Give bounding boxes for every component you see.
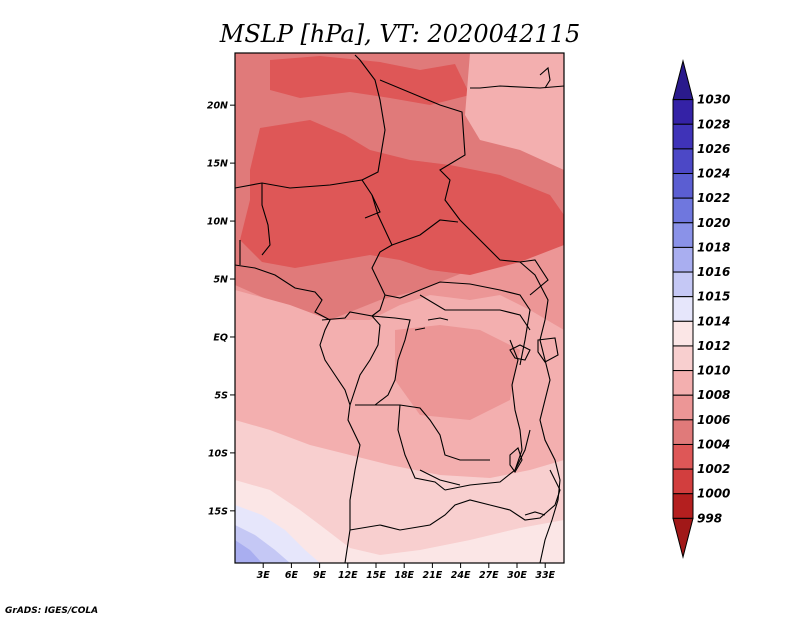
lon-tick-label: 27E [479, 570, 499, 581]
lon-tick-label: 24E [451, 570, 471, 581]
lat-tick-label: 5N [213, 275, 228, 286]
footer-credit: GrADS: IGES/COLA [5, 606, 98, 616]
lat-tick-label: 15N [207, 159, 228, 170]
pressure-band-1004-north [270, 56, 470, 105]
lon-tick-label: 6E [285, 570, 299, 581]
colorbar-label: 998 [697, 511, 722, 525]
pressure-field [235, 53, 564, 563]
lon-tick-label: 21E [423, 570, 443, 581]
lon-tick-label: 18E [394, 570, 414, 581]
colorbar-swatch [672, 468, 694, 495]
lat-tick-label: EQ [213, 332, 228, 343]
colorbar-swatch [672, 271, 694, 298]
colorbar-swatch [672, 99, 694, 125]
country-borders [235, 54, 564, 563]
latitude-axis: 20N 15N 10N 5N EQ 5S 10S 15S [207, 101, 235, 517]
colorbar-swatch [672, 123, 694, 150]
colorbar-swatch [672, 148, 694, 175]
colorbar-label: 1006 [697, 413, 730, 427]
colorbar-label: 1004 [697, 437, 730, 451]
colorbar-top-arrow [672, 59, 694, 101]
lon-tick-label: 33E [535, 570, 555, 581]
colorbar-label: 1002 [697, 462, 730, 476]
colorbar-label: 1028 [697, 117, 730, 131]
pressure-band-1014 [235, 480, 564, 563]
colorbar-label: 1010 [697, 364, 730, 378]
lat-tick-label: 10N [207, 217, 228, 228]
colorbar-swatch [672, 320, 694, 347]
colorbar-swatch [672, 370, 694, 396]
lon-tick-label: 15E [366, 570, 386, 581]
colorbar-swatch [672, 296, 694, 322]
colorbar-swatch [672, 197, 694, 224]
colorbar-label: 1012 [697, 339, 730, 353]
pressure-band-1004 [240, 120, 564, 275]
longitude-axis: 3E 6E 9E 12E 15E 18E 21E 24E 27E 30E 33E [257, 563, 556, 581]
lat-tick-label: 15S [208, 506, 228, 517]
lon-tick-label: 3E [257, 570, 271, 581]
pressure-band-1010-ne [465, 53, 564, 170]
colorbar-swatch [672, 222, 694, 248]
lat-tick-label: 10S [208, 448, 228, 459]
colorbar-label: 1030 [697, 93, 730, 107]
colorbar-swatch [672, 394, 694, 421]
colorbar-label: 1022 [697, 191, 730, 205]
lat-tick-label: 20N [207, 101, 228, 112]
colorbar-label: 1008 [697, 388, 730, 402]
colorbar-label: 1024 [697, 167, 730, 181]
colorbar-swatch [672, 443, 694, 470]
colorbar-label: 1018 [697, 240, 730, 254]
colorbar-swatch [672, 345, 694, 372]
pressure-band-1008-congo [395, 325, 520, 420]
colorbar-bottom-arrow [672, 517, 694, 559]
colorbar-swatch [672, 173, 694, 199]
colorbar-label: 1014 [697, 314, 730, 328]
colorbar-swatch [672, 419, 694, 445]
colorbar-label: 1026 [697, 142, 730, 156]
map-title: MSLP [hPa], VT: 2020042115 [219, 20, 580, 48]
colorbar: 1030 1028 1026 1024 1022 1020 1018 1016 1015 1014… [672, 59, 730, 559]
colorbar-label: 1000 [697, 487, 730, 501]
colorbar-label: 1016 [697, 265, 730, 279]
colorbar-label: 1015 [697, 290, 730, 304]
colorbar-label: 1020 [697, 216, 730, 230]
lon-tick-label: 9E [313, 570, 327, 581]
lon-tick-label: 12E [338, 570, 358, 581]
pressure-band-1018 [235, 540, 262, 563]
colorbar-swatch [672, 493, 694, 519]
colorbar-swatch [672, 246, 694, 273]
lat-tick-label: 5S [215, 390, 229, 401]
lon-tick-label: 30E [507, 570, 527, 581]
map-frame [234, 52, 565, 564]
